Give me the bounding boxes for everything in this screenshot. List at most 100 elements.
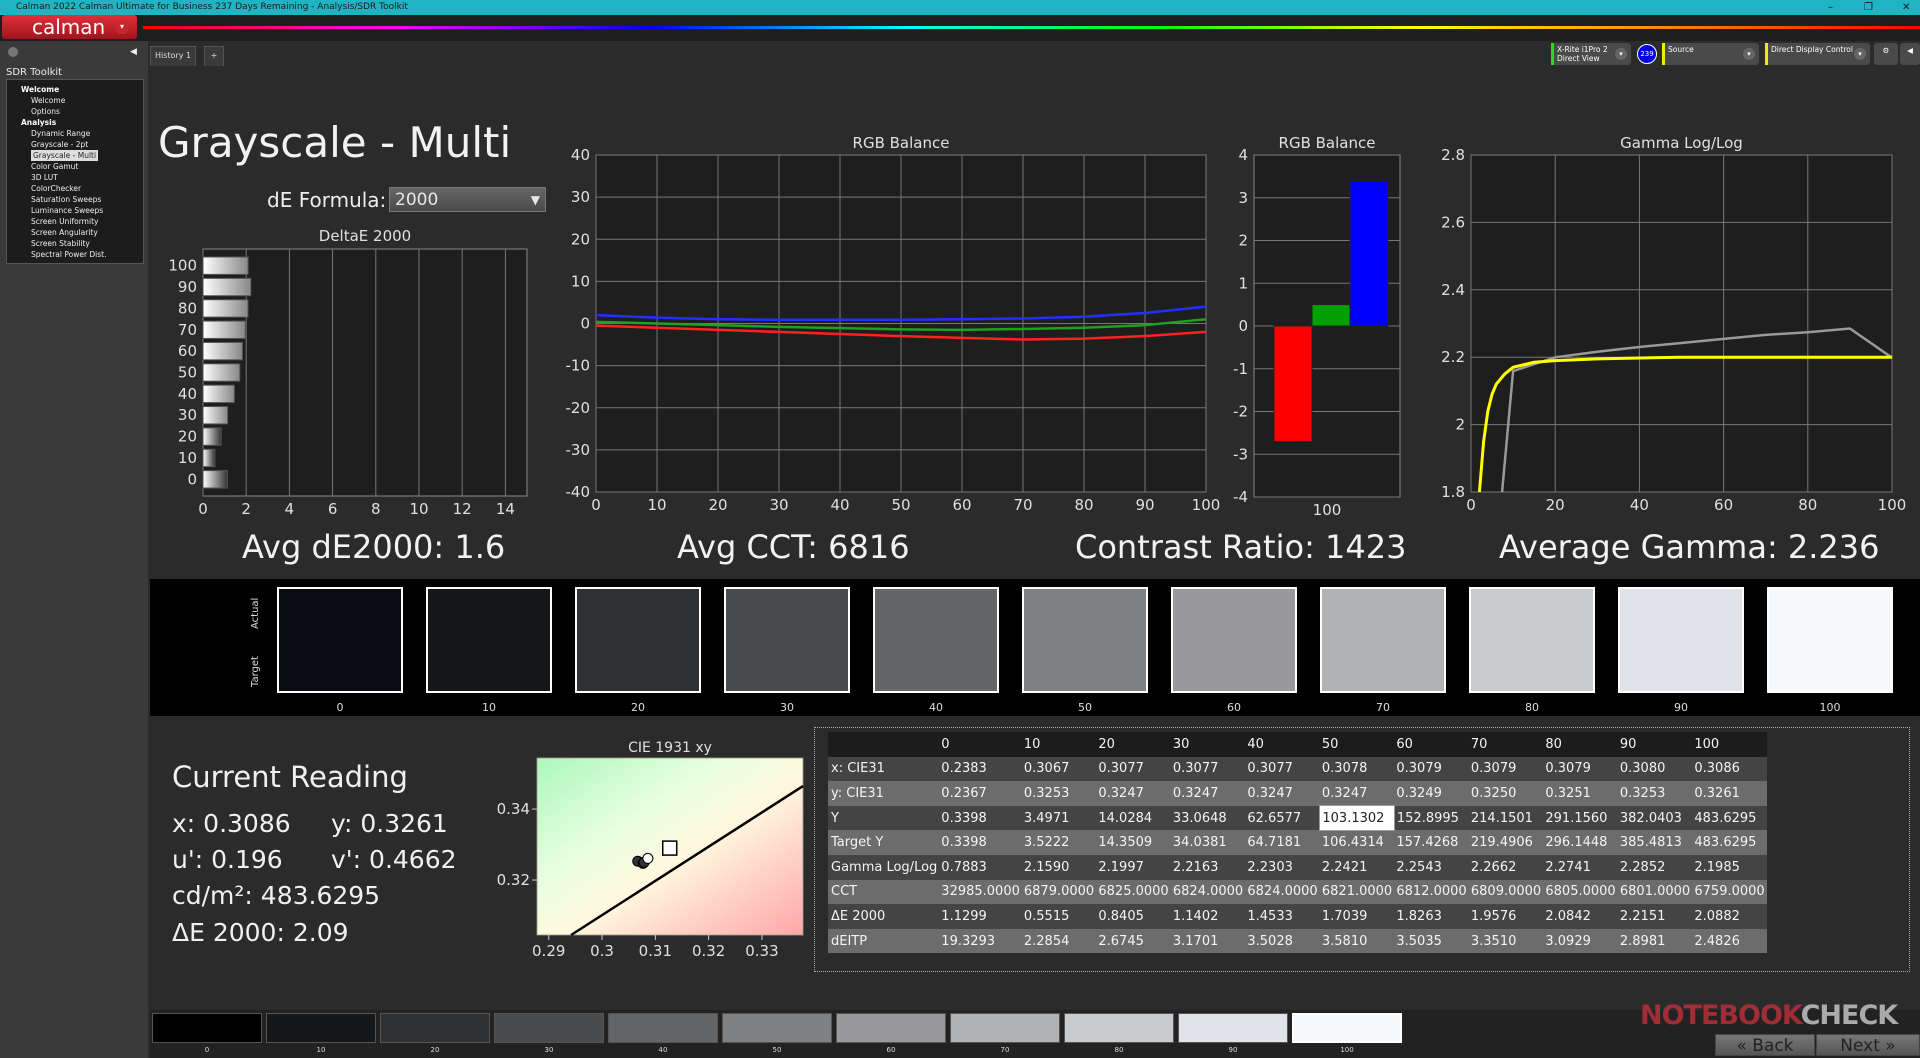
table-cell[interactable]: 291.1560 <box>1545 810 1608 826</box>
pin-icon[interactable] <box>8 47 18 57</box>
table-cell[interactable]: 3.5222 <box>1023 835 1070 851</box>
panel-toggle-button[interactable]: ◀ <box>1900 43 1920 65</box>
calman-logo-button[interactable]: calman ▾ <box>2 15 137 39</box>
table-cell[interactable]: 34.0381 <box>1172 835 1227 851</box>
table-cell[interactable]: 3.5028 <box>1247 933 1293 949</box>
table-cell[interactable]: 0.3247 <box>1172 785 1219 801</box>
table-cell[interactable]: 3.4971 <box>1023 810 1070 826</box>
patch-button-80[interactable] <box>1064 1013 1174 1043</box>
column-header[interactable]: 90 <box>1619 736 1637 752</box>
tree-group-welcome[interactable]: Welcome <box>21 85 60 94</box>
table-cell[interactable]: 1.7039 <box>1321 908 1368 924</box>
swatch-20[interactable] <box>575 587 701 693</box>
table-cell[interactable]: 1.8263 <box>1396 908 1442 924</box>
chevron-down-icon[interactable]: ▾ <box>1743 48 1755 60</box>
table-cell[interactable]: 2.4826 <box>1694 933 1740 949</box>
patch-button-30[interactable] <box>494 1013 604 1043</box>
column-header[interactable]: 30 <box>1172 736 1190 752</box>
table-cell[interactable]: 33.0648 <box>1172 810 1227 826</box>
table-cell[interactable]: 0.3253 <box>1619 785 1666 801</box>
table-cell[interactable]: 0.3249 <box>1396 785 1442 801</box>
table-cell[interactable]: 0.3077 <box>1172 761 1219 777</box>
table-cell[interactable]: 296.1448 <box>1545 835 1608 851</box>
table-cell[interactable]: 2.0882 <box>1694 908 1740 924</box>
chevron-down-icon[interactable]: ▾ <box>115 20 129 34</box>
table-cell[interactable]: 2.2163 <box>1172 859 1219 875</box>
table-cell[interactable]: 0.8405 <box>1098 908 1144 924</box>
patch-button-50[interactable] <box>722 1013 832 1043</box>
table-cell[interactable]: 0.3247 <box>1247 785 1293 801</box>
table-cell[interactable]: 0.3253 <box>1023 785 1070 801</box>
swatch-90[interactable] <box>1618 587 1744 693</box>
patch-button-10[interactable] <box>266 1013 376 1043</box>
table-cell[interactable]: 3.3510 <box>1470 933 1517 949</box>
table-cell[interactable]: 0.3079 <box>1396 761 1442 777</box>
tree-item[interactable]: Options <box>21 106 143 117</box>
tree-item[interactable]: Screen Angularity <box>21 227 143 238</box>
column-header[interactable]: 100 <box>1694 736 1720 752</box>
table-cell[interactable]: 483.6295 <box>1694 810 1757 826</box>
table-cell[interactable]: 0.3398 <box>941 810 987 826</box>
tree-item[interactable]: Spectral Power Dist. <box>21 249 143 260</box>
table-cell[interactable]: 0.3247 <box>1098 785 1144 801</box>
swatch-60[interactable] <box>1171 587 1297 693</box>
table-cell[interactable]: 6812.0000 <box>1396 884 1467 900</box>
column-header[interactable]: 40 <box>1247 736 1264 752</box>
maximize-button[interactable]: ❐ <box>1864 2 1873 13</box>
table-cell[interactable]: 6879.0000 <box>1023 884 1095 900</box>
table-cell[interactable]: 2.6745 <box>1098 933 1144 949</box>
table-cell[interactable]: 3.0929 <box>1545 933 1591 949</box>
table-cell[interactable]: 2.0842 <box>1545 908 1591 924</box>
table-cell[interactable]: 2.2421 <box>1321 859 1368 875</box>
table-cell[interactable]: 2.2543 <box>1396 859 1442 875</box>
patch-button-60[interactable] <box>836 1013 946 1043</box>
table-cell[interactable]: 2.2852 <box>1619 859 1666 875</box>
swatch-40[interactable] <box>873 587 999 693</box>
tree-item[interactable]: Grayscale - 2pt <box>21 139 143 150</box>
table-cell[interactable]: 2.2854 <box>1023 933 1070 949</box>
tree-item[interactable]: 3D LUT <box>21 172 143 183</box>
collapse-sidebar-icon[interactable]: ◀ <box>130 47 137 57</box>
tree-item[interactable]: Luminance Sweeps <box>21 205 143 216</box>
table-cell[interactable]: 219.4906 <box>1470 835 1533 851</box>
swatch-80[interactable] <box>1469 587 1595 693</box>
column-header[interactable]: 0 <box>941 736 950 752</box>
table-cell[interactable]: 3.5810 <box>1321 933 1368 949</box>
tree-group-analysis[interactable]: Analysis <box>21 118 57 127</box>
table-cell[interactable]: 152.8995 <box>1396 810 1459 826</box>
tree-item[interactable]: Color Gamut <box>21 161 143 172</box>
swatch-100[interactable] <box>1767 587 1893 693</box>
patch-button-70[interactable] <box>950 1013 1060 1043</box>
table-cell[interactable]: 3.1701 <box>1172 933 1219 949</box>
table-cell[interactable]: 0.5515 <box>1023 908 1070 924</box>
tree-item[interactable]: Grayscale - Multi <box>21 150 143 161</box>
table-cell[interactable]: 0.3250 <box>1470 785 1517 801</box>
display-control-selector[interactable]: Direct Display Control ▾ <box>1765 43 1870 65</box>
source-selector[interactable]: Source ▾ <box>1662 43 1759 65</box>
table-cell[interactable]: 0.3079 <box>1545 761 1591 777</box>
table-cell[interactable]: 382.0403 <box>1619 810 1682 826</box>
table-cell[interactable]: 1.9576 <box>1470 908 1517 924</box>
back-button[interactable]: « Back <box>1715 1034 1815 1056</box>
patch-button-100[interactable] <box>1292 1013 1402 1043</box>
column-header[interactable] <box>828 732 939 757</box>
table-cell[interactable]: 2.8981 <box>1619 933 1666 949</box>
table-cell[interactable]: 0.3077 <box>1098 761 1144 777</box>
table-cell[interactable]: 2.2303 <box>1247 859 1293 875</box>
patch-button-40[interactable] <box>608 1013 718 1043</box>
table-cell[interactable]: 2.1997 <box>1098 859 1144 875</box>
chevron-down-icon[interactable]: ▾ <box>1615 48 1627 60</box>
table-cell[interactable]: 2.2741 <box>1545 859 1591 875</box>
chevron-down-icon[interactable]: ▾ <box>1854 48 1866 60</box>
table-cell[interactable]: 6759.0000 <box>1694 884 1765 900</box>
table-cell[interactable]: 14.0284 <box>1098 810 1153 826</box>
table-cell[interactable]: 19.3293 <box>941 933 996 949</box>
table-cell[interactable]: 1.1299 <box>941 908 987 924</box>
tree-item[interactable]: Dynamic Range <box>21 128 143 139</box>
table-cell[interactable]: 0.3077 <box>1247 761 1293 777</box>
table-cell[interactable]: 0.3261 <box>1694 785 1740 801</box>
table-cell[interactable]: 2.2151 <box>1619 908 1666 924</box>
patch-button-90[interactable] <box>1178 1013 1288 1043</box>
tree-item[interactable]: Saturation Sweeps <box>21 194 143 205</box>
tree-item[interactable]: Welcome <box>21 95 143 106</box>
